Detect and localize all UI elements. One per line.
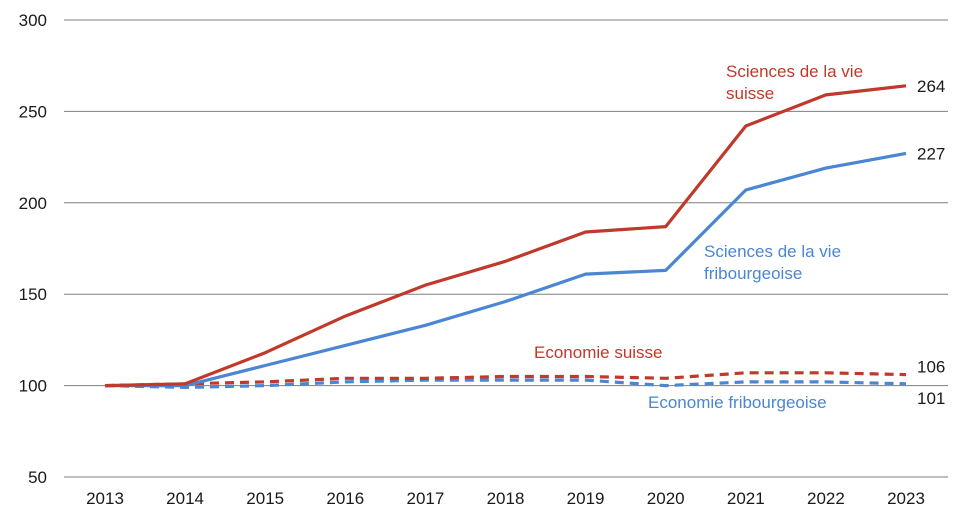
x-tick-label: 2019 [567,489,605,507]
y-tick-label: 50 [28,468,47,487]
x-tick-label: 2022 [807,489,845,507]
x-tick-label: 2013 [86,489,124,507]
x-tick-label: 2021 [727,489,765,507]
end-value-label-0: 264 [917,77,945,96]
y-tick-label: 300 [19,11,47,30]
x-tick-label: 2017 [406,489,444,507]
series-label-1-line-1: fribourgeoise [704,264,802,283]
series-label-0-line-0: Sciences de la vie [726,62,863,81]
series-label-0-line-1: suisse [726,84,774,103]
y-tick-label: 250 [19,102,47,121]
y-tick-label: 100 [19,377,47,396]
y-axis-tick-labels: 50 100 150 200 250 300 [19,11,47,487]
end-value-labels: 264 227 106 101 [917,77,945,408]
series-line-3 [104,378,907,389]
series-label-3-line-0: Economie fribourgeoise [648,393,827,412]
x-tick-label: 2020 [647,489,685,507]
series-lines [104,84,907,389]
x-tick-label: 2023 [887,489,925,507]
y-tick-label: 200 [19,194,47,213]
x-tick-label: 2014 [166,489,204,507]
series-line-0 [104,84,907,388]
x-tick-label: 2015 [246,489,284,507]
end-value-label-2: 106 [917,358,945,377]
x-tick-label: 2018 [487,489,525,507]
series-labels: Sciences de la vie suisse Sciences de la v… [534,62,863,412]
series-label-2-line-0: Economie suisse [534,343,663,362]
series-line-1 [105,151,907,388]
series-line-2 [104,371,907,388]
end-value-label-3: 101 [917,389,945,408]
end-value-label-1: 227 [917,144,945,163]
x-tick-label: 2016 [326,489,364,507]
x-axis-tick-labels: 2013 2014 2015 2016 2017 2018 2019 2020 2021 2022… [86,489,925,507]
y-tick-label: 150 [19,285,47,304]
series-label-1-line-0: Sciences de la vie [704,242,841,261]
